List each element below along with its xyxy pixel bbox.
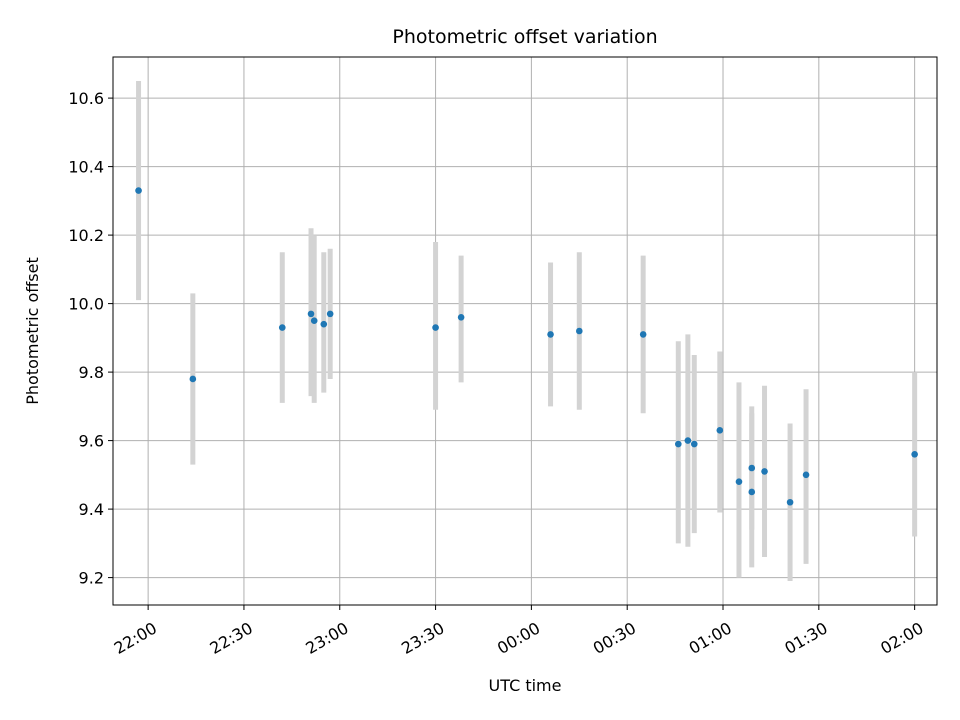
data-point [684,437,692,444]
data-point [761,468,768,475]
data-point [748,488,756,496]
x-axis-label: UTC time [489,676,562,695]
y-tick-label: 10.4 [68,158,104,177]
data-point [639,331,647,338]
plot-frame [112,56,938,606]
data-point [735,478,743,486]
data-point [575,327,583,335]
grid [113,57,937,605]
data-point [307,310,315,318]
data-point [547,331,554,338]
y-tick-label: 10.0 [68,295,104,314]
data-point [135,187,142,194]
y-tick-label: 9.8 [79,363,104,382]
data-point [802,471,810,479]
chart-title: Photometric offset variation [392,26,657,48]
data-points [135,187,918,506]
y-tick-label: 10.6 [68,89,104,108]
data-point [432,324,439,331]
y-axis: 9.2 9.4 9.6 9.8 10.0 10.2 10.4 10.6 [68,89,113,588]
data-point [310,317,318,325]
data-point [278,324,286,331]
y-tick-label: 9.4 [79,500,104,519]
data-point [748,464,756,472]
y-tick-label: 10.2 [68,226,104,245]
data-point [690,440,698,448]
data-point [320,320,328,328]
data-point [716,427,724,434]
y-tick-label: 9.6 [79,432,104,451]
y-axis-label: Photometric offset [23,257,42,405]
y-tick-label: 9.2 [79,569,104,588]
data-point [189,375,197,383]
data-point [786,498,794,506]
data-point [675,440,682,448]
data-point [911,451,918,458]
data-point [326,310,334,318]
data-point [457,314,465,321]
